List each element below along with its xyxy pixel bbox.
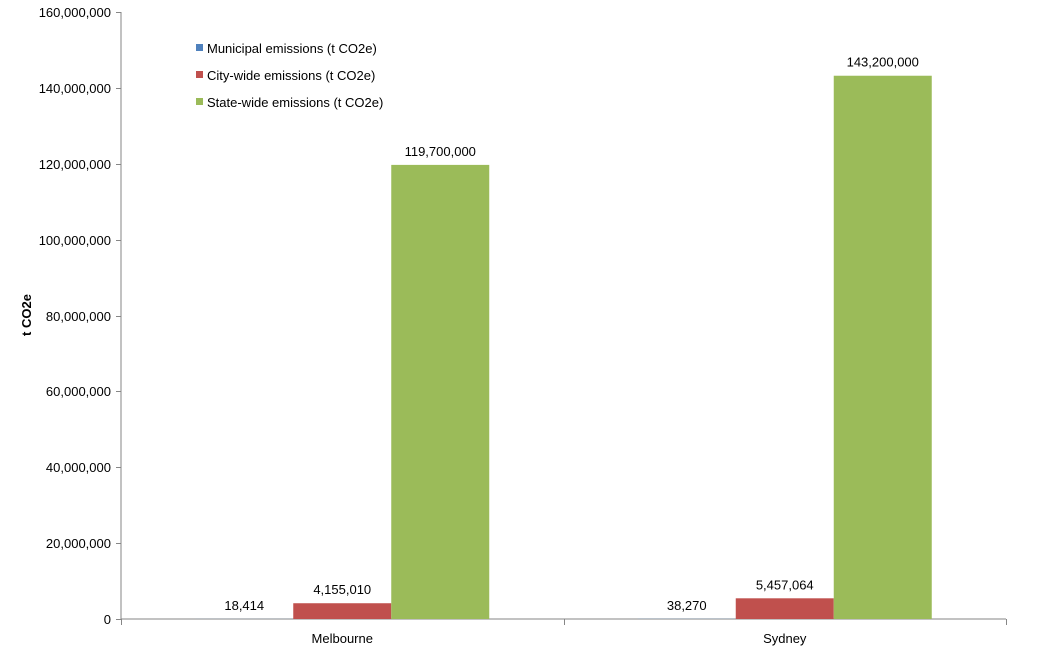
bar [293,603,391,619]
y-tick-label: 0 [104,612,111,627]
y-tick-label: 40,000,000 [46,460,111,475]
data-labels: 18,414 4,155,010 119,700,000 38,270 5,457,06… [224,55,919,613]
y-axis-title: t CO2e [19,294,34,336]
x-category-label: Sydney [763,631,807,646]
data-label: 5,457,064 [756,577,814,592]
bar [834,76,932,619]
bars [195,76,932,619]
bar [391,165,489,619]
y-tick-label: 20,000,000 [46,536,111,551]
x-category-label: Melbourne [312,631,373,646]
y-tick-label: 120,000,000 [39,157,111,172]
y-tick-label: 80,000,000 [46,309,111,324]
y-tick-label: 140,000,000 [39,81,111,96]
legend-swatch [196,71,203,78]
legend-label: Municipal emissions (t CO2e) [207,41,377,56]
y-tick-label: 60,000,000 [46,384,111,399]
y-tick-label: 100,000,000 [39,233,111,248]
data-label: 38,270 [667,598,707,613]
y-tick-label: 160,000,000 [39,5,111,20]
data-label: 119,700,000 [405,144,476,159]
legend: Municipal emissions (t CO2e) City-wide em… [196,41,383,110]
data-label: 18,414 [224,598,264,613]
legend-label: City-wide emissions (t CO2e) [207,68,375,83]
legend-label: State-wide emissions (t CO2e) [207,95,383,110]
data-label: 4,155,010 [313,582,371,597]
legend-swatch [196,44,203,51]
legend-swatch [196,98,203,105]
bar [736,598,834,619]
data-label: 143,200,000 [847,55,919,70]
